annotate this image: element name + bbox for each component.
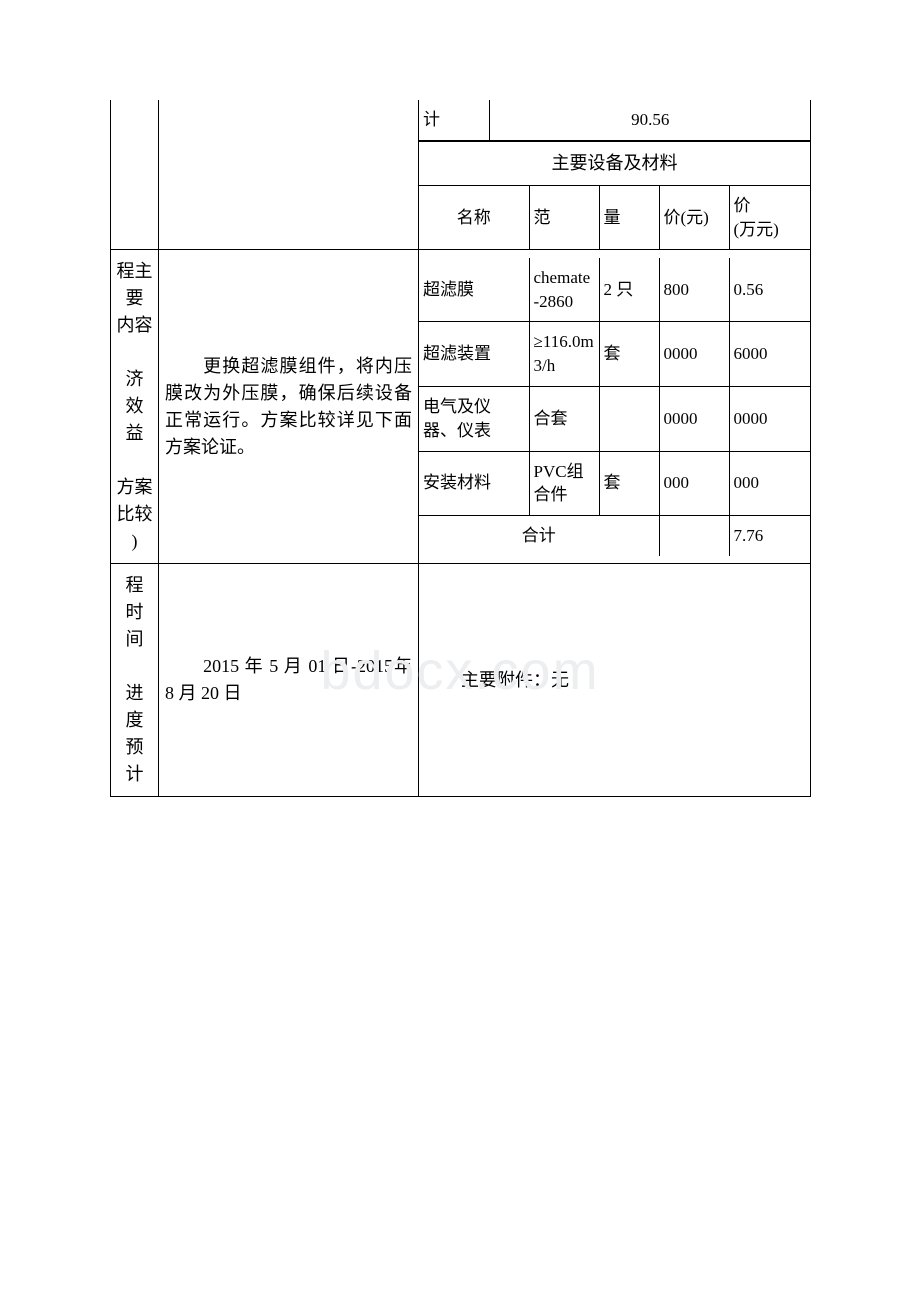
cell-total: 0.56 xyxy=(729,258,811,322)
cell-total: 000 xyxy=(729,451,811,516)
cell-qty: 套 xyxy=(599,451,659,516)
time-text: 2015 年 5 月 01 日-2015年 8 月 20 日 xyxy=(159,564,419,797)
cell-qty xyxy=(599,386,659,451)
cell-price: 800 xyxy=(659,258,729,322)
total-value: 7.76 xyxy=(729,516,811,556)
table-row: 超滤膜 chemate-2860 2 只 800 0.56 xyxy=(419,258,811,322)
sidebar-time-label: 程 时 间 进 度 预 计 xyxy=(111,564,159,797)
cell-total: 0000 xyxy=(729,386,811,451)
cell-price: 000 xyxy=(659,451,729,516)
cols-header-cell: 名称 范 量 价(元) 价 (万元) xyxy=(419,185,811,250)
cell-name: 超滤装置 xyxy=(419,322,529,387)
cell-price: 0000 xyxy=(659,322,729,387)
cell-spec: PVC组合件 xyxy=(529,451,599,516)
content-cell-top xyxy=(159,100,419,141)
cell-spec: ≥116.0m3/h xyxy=(529,322,599,387)
cell-name: 超滤膜 xyxy=(419,258,529,322)
sidebar-cell-top xyxy=(111,100,159,141)
ji-value: 90.56 xyxy=(489,100,811,140)
sidebar-spacer-2 xyxy=(111,185,159,250)
cell-name: 电气及仪器、仪表 xyxy=(419,386,529,451)
cell-spec: 合套 xyxy=(529,386,599,451)
table-row-total: 合计 7.76 xyxy=(419,516,811,556)
attach-text: 主要附件：无 xyxy=(419,564,811,797)
table-row: 超滤装置 ≥116.0m3/h 套 0000 6000 xyxy=(419,322,811,387)
ji-label: 计 xyxy=(419,100,489,140)
content-text: 更换超滤膜组件，将内压膜改为外压膜，确保后续设备正常运行。方案比较详见下面方案论… xyxy=(159,250,419,564)
items-cell: 超滤膜 chemate-2860 2 只 800 0.56 超滤装置 ≥116.… xyxy=(419,250,811,564)
total-spacer xyxy=(659,516,729,556)
table-row: 安装材料 PVC组合件 套 000 000 xyxy=(419,451,811,516)
content-spacer-2 xyxy=(159,185,419,250)
col-price: 价(元) xyxy=(659,186,729,250)
inner-top-cell: 计 90.56 xyxy=(419,100,811,141)
col-total: 价 (万元) xyxy=(729,186,811,250)
sidebar-spacer-1 xyxy=(111,141,159,185)
cell-spec: chemate-2860 xyxy=(529,258,599,322)
equip-header: 主要设备及材料 xyxy=(419,141,811,185)
table-row: 电气及仪器、仪表 合套 0000 0000 xyxy=(419,386,811,451)
cell-qty: 2 只 xyxy=(599,258,659,322)
col-qty: 量 xyxy=(599,186,659,250)
total-label: 合计 xyxy=(419,516,659,556)
main-table: 计 90.56 主要设备及材料 名称 范 量 价(元) xyxy=(110,100,811,797)
cell-qty: 套 xyxy=(599,322,659,387)
content-spacer-1 xyxy=(159,141,419,185)
cell-name: 安装材料 xyxy=(419,451,529,516)
col-spec: 范 xyxy=(529,186,599,250)
col-name: 名称 xyxy=(419,186,529,250)
cell-total: 6000 xyxy=(729,322,811,387)
sidebar-main-label: 程主要 内容 济 效 益 方案比较 ) xyxy=(111,250,159,564)
cell-price: 0000 xyxy=(659,386,729,451)
